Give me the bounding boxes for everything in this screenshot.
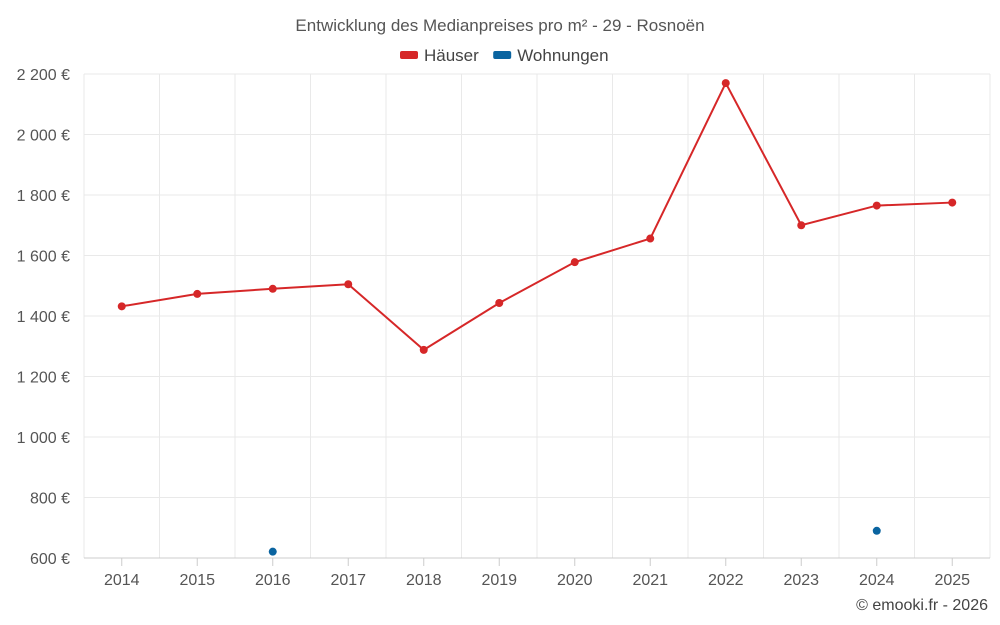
y-tick-label: 2 200 € xyxy=(17,67,70,84)
y-tick-label: 2 000 € xyxy=(17,128,70,145)
data-point[interactable] xyxy=(193,289,202,298)
x-tick-label: 2014 xyxy=(104,572,140,589)
data-point[interactable] xyxy=(797,221,806,230)
y-tick-label: 1 000 € xyxy=(17,430,70,447)
legend-item-wohnungen[interactable]: Wohnungen xyxy=(493,46,609,65)
legend-swatch xyxy=(493,51,512,59)
data-point[interactable] xyxy=(268,284,277,293)
series xyxy=(117,79,957,556)
data-point[interactable] xyxy=(872,201,881,210)
legend-label: Wohnungen xyxy=(517,46,608,65)
data-point[interactable] xyxy=(570,258,579,267)
data-point[interactable] xyxy=(117,302,126,311)
x-tick-label: 2024 xyxy=(859,572,895,589)
y-tick-label: 1 800 € xyxy=(17,188,70,205)
legend-swatch xyxy=(400,51,418,59)
x-tick-label: 2015 xyxy=(179,572,215,589)
y-tick-label: 800 € xyxy=(30,491,70,508)
x-tick-label: 2021 xyxy=(632,572,668,589)
grid xyxy=(83,73,991,558)
x-tick-label: 2019 xyxy=(481,572,517,589)
data-point[interactable] xyxy=(268,547,277,556)
x-tick-label: 2016 xyxy=(255,572,291,589)
x-tick-label: 2025 xyxy=(934,572,970,589)
data-point[interactable] xyxy=(646,234,655,243)
data-point[interactable] xyxy=(948,198,957,207)
data-point[interactable] xyxy=(419,345,428,354)
legend: Häuser Wohnungen xyxy=(400,46,609,65)
x-tick-label: 2022 xyxy=(708,572,744,589)
series-haeuser xyxy=(117,79,957,354)
data-point[interactable] xyxy=(495,298,504,307)
y-tick-label: 1 400 € xyxy=(17,309,70,326)
x-tick-label: 2023 xyxy=(783,572,819,589)
chart-title: Entwicklung des Medianpreises pro m² - 2… xyxy=(295,16,704,35)
x-tick-label: 2017 xyxy=(330,572,366,589)
data-point[interactable] xyxy=(344,280,353,289)
legend-item-haeuser[interactable]: Häuser xyxy=(400,46,479,65)
x-tick-label: 2020 xyxy=(557,572,593,589)
data-point[interactable] xyxy=(721,79,730,88)
legend-label: Häuser xyxy=(424,46,479,65)
x-axis: 2014 2015 2016 2017 2018 2019 2020 2021 2022 2023… xyxy=(84,557,990,589)
y-tick-label: 1 200 € xyxy=(17,370,70,387)
series-wohnungen xyxy=(268,526,881,556)
series-line xyxy=(121,80,953,352)
y-tick-label: 600 € xyxy=(30,551,70,568)
y-tick-label: 1 600 € xyxy=(17,249,70,266)
y-axis: 600 € 800 € 1 000 € 1 200 € 1 400 € 1 600 € 1 … xyxy=(17,67,70,568)
x-tick-label: 2018 xyxy=(406,572,442,589)
credit-text: © emooki.fr - 2026 xyxy=(856,597,988,614)
data-point[interactable] xyxy=(872,526,881,535)
